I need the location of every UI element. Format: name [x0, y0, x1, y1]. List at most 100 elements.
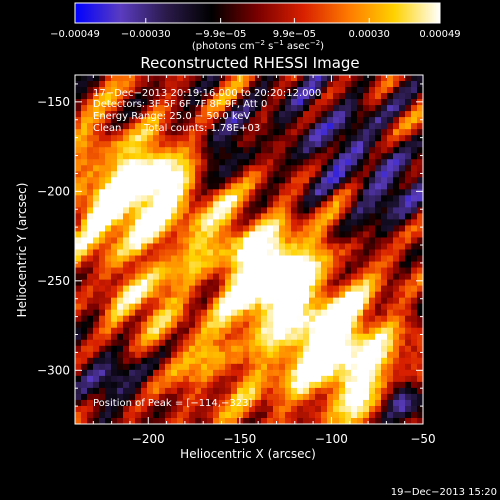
heatmap-cell: [207, 105, 214, 112]
heatmap-cell: [399, 417, 406, 424]
heatmap-cell: [261, 273, 268, 281]
heatmap-cell: [153, 381, 160, 389]
heatmap-cell: [147, 351, 154, 359]
heatmap-cell: [375, 189, 382, 196]
heatmap-cell: [321, 75, 328, 82]
heatmap-cell: [393, 195, 400, 202]
heatmap-cell: [297, 165, 304, 172]
heatmap-cell: [105, 381, 112, 389]
heatmap-cell: [195, 285, 202, 293]
heatmap-cell: [111, 249, 118, 257]
heatmap-cell: [165, 147, 172, 154]
heatmap-cell: [147, 141, 154, 148]
heatmap-cell: [267, 153, 274, 160]
heatmap-cell: [117, 219, 124, 227]
heatmap-cell: [177, 105, 184, 112]
heatmap-cell: [117, 87, 124, 94]
heatmap-cell: [297, 249, 304, 257]
heatmap-cell: [381, 255, 388, 263]
heatmap-cell: [303, 201, 310, 208]
heatmap-cell: [243, 249, 250, 257]
heatmap-cell: [195, 351, 202, 359]
heatmap-cell: [351, 363, 358, 371]
heatmap-cell: [387, 243, 394, 251]
heatmap-cell: [147, 321, 154, 329]
heatmap-cell: [105, 201, 112, 208]
heatmap-cell: [411, 273, 418, 281]
heatmap-cell: [399, 327, 406, 335]
heatmap-cell: [351, 249, 358, 257]
heatmap-cell: [171, 141, 178, 148]
heatmap-cell: [99, 411, 106, 419]
heatmap-cell: [225, 219, 232, 227]
heatmap-cell: [93, 165, 100, 172]
heatmap-cell: [141, 261, 148, 269]
heatmap-cell: [183, 93, 190, 100]
heatmap-cell: [177, 327, 184, 335]
heatmap-cell: [273, 225, 280, 233]
heatmap-cell: [225, 93, 232, 100]
heatmap-cell: [243, 207, 250, 214]
heatmap-cell: [291, 153, 298, 160]
heatmap-cell: [201, 273, 208, 281]
heatmap-cell: [189, 237, 196, 245]
heatmap-cell: [141, 285, 148, 293]
heatmap-cell: [387, 237, 394, 245]
heatmap-cell: [225, 129, 232, 136]
heatmap-cell: [171, 183, 178, 190]
heatmap-cell: [321, 171, 328, 178]
heatmap-cell: [387, 411, 394, 419]
heatmap-cell: [315, 219, 322, 227]
heatmap-cell: [249, 129, 256, 136]
heatmap-cell: [273, 273, 280, 281]
heatmap-cell: [147, 93, 154, 100]
heatmap-cell: [165, 411, 172, 419]
heatmap-cell: [105, 351, 112, 359]
heatmap-cell: [291, 159, 298, 166]
heatmap-cell: [219, 135, 226, 142]
heatmap-cell: [201, 387, 208, 395]
heatmap-cell: [351, 387, 358, 395]
heatmap-cell: [351, 303, 358, 311]
heatmap-cell: [81, 339, 88, 347]
heatmap-cell: [135, 219, 142, 227]
heatmap-cell: [381, 189, 388, 196]
heatmap-cell: [291, 249, 298, 257]
heatmap-cell: [99, 273, 106, 281]
heatmap-cell: [129, 123, 136, 130]
heatmap-cell: [123, 261, 130, 269]
heatmap-cell: [219, 249, 226, 257]
heatmap-cell: [381, 81, 388, 88]
heatmap-cell: [285, 321, 292, 329]
heatmap-cell: [87, 345, 94, 353]
heatmap-cell: [357, 363, 364, 371]
heatmap-cell: [141, 381, 148, 389]
heatmap-cell: [117, 249, 124, 257]
heatmap-cell: [363, 135, 370, 142]
heatmap-cell: [345, 153, 352, 160]
heatmap-cell: [405, 381, 412, 389]
heatmap-cell: [225, 213, 232, 221]
heatmap-cell: [309, 189, 316, 196]
heatmap-cell: [351, 375, 358, 383]
heatmap-cell: [249, 99, 256, 106]
heatmap-cell: [321, 165, 328, 172]
heatmap-cell: [249, 285, 256, 293]
heatmap-cell: [363, 207, 370, 214]
heatmap-cell: [345, 351, 352, 359]
heatmap-cell: [75, 153, 82, 160]
heatmap-cell: [387, 195, 394, 202]
heatmap-cell: [129, 363, 136, 371]
heatmap-cell: [177, 147, 184, 154]
heatmap-cell: [417, 387, 423, 395]
heatmap-cell: [213, 117, 220, 124]
heatmap-cell: [327, 177, 334, 184]
heatmap-cell: [369, 117, 376, 124]
heatmap-cell: [135, 387, 142, 395]
heatmap-cell: [225, 327, 232, 335]
heatmap-cell: [159, 285, 166, 293]
heatmap-cell: [201, 255, 208, 263]
heatmap-cell: [393, 363, 400, 371]
heatmap-cell: [207, 81, 214, 88]
heatmap-cell: [345, 315, 352, 323]
